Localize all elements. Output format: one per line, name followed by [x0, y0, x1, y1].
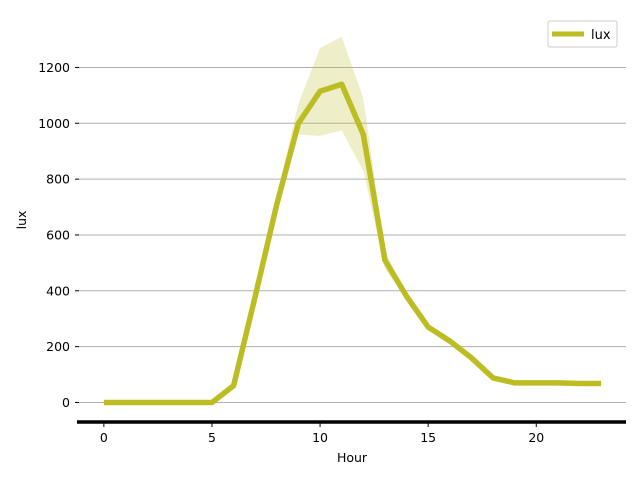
legend-label: lux — [591, 28, 611, 43]
confidence-band-layer — [103, 36, 602, 403]
x-tick-label-15: 15 — [420, 430, 436, 445]
x-tick-label-0: 0 — [100, 430, 108, 445]
y-tick-label-800: 800 — [46, 172, 70, 187]
y-tick-label-600: 600 — [46, 227, 70, 242]
legend: lux — [547, 20, 618, 48]
x-tick-label-20: 20 — [528, 430, 544, 445]
x-tick-label-5: 5 — [208, 430, 216, 445]
grid-lines — [79, 66, 626, 403]
y-tick-label-400: 400 — [46, 283, 70, 298]
y-tick-label-1000: 1000 — [38, 116, 70, 131]
series-line-lux — [103, 81, 602, 406]
x-tick-label-10: 10 — [312, 430, 328, 445]
x-axis: 0 5 10 15 20 — [77, 420, 626, 445]
y-tick-label-1200: 1200 — [38, 60, 70, 75]
y-tick-label-200: 200 — [46, 339, 70, 354]
y-tick-label-0: 0 — [62, 395, 70, 410]
y-axis-title: lux — [14, 211, 29, 230]
series-line-layer — [103, 81, 602, 406]
x-axis-title: Hour — [337, 450, 368, 465]
y-axis: 0 200 400 600 800 1000 1200 — [38, 60, 79, 410]
confidence-band — [103, 36, 602, 403]
